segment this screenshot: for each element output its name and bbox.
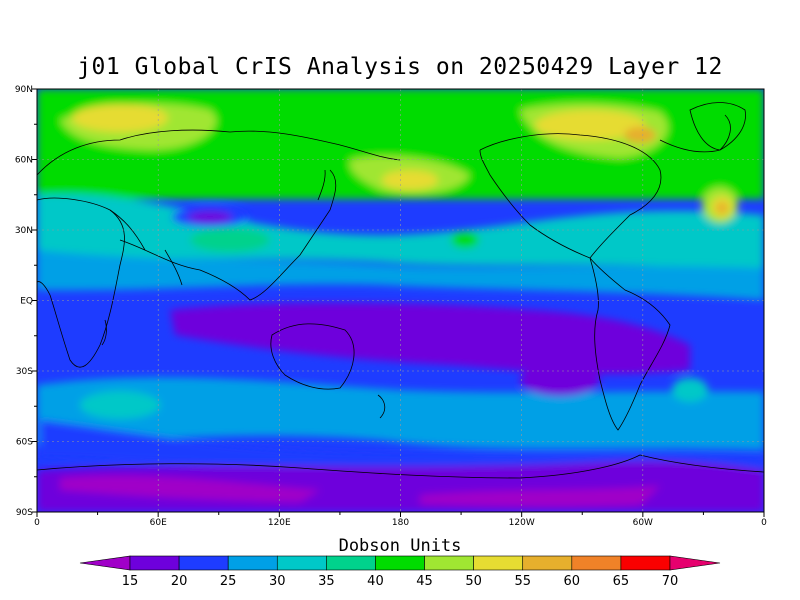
lon-label-0-east: 0 <box>761 518 767 528</box>
lon-label-120w: 120W <box>509 518 535 528</box>
latitude-labels: 90N 60N 30N EQ 30S 60S 90S <box>15 85 33 518</box>
colorbar-swatch <box>375 555 425 571</box>
colorbar-overflow <box>669 555 721 571</box>
colorbar-swatch <box>473 555 524 571</box>
colorbar-swatch <box>276 555 327 571</box>
colorbar-swatch <box>129 555 180 571</box>
colorbar-level-label: 65 <box>613 574 630 589</box>
lon-label-120e: 120E <box>268 518 291 528</box>
colorbar-swatch <box>522 555 573 571</box>
colorbar-swatch <box>571 555 622 571</box>
colorbar-level-label: 35 <box>318 574 335 589</box>
colorbar-swatch <box>178 555 229 571</box>
lat-label-60s: 60S <box>16 438 33 448</box>
lat-label-60n: 60N <box>15 156 33 166</box>
colorbar-level-label: 40 <box>367 574 384 589</box>
colorbar-title: Dobson Units <box>338 536 462 556</box>
lon-label-0-west: 0 <box>34 518 40 528</box>
lat-label-eq: EQ <box>20 297 33 307</box>
colorbar-level-label: 25 <box>220 574 237 589</box>
lat-label-30s: 30S <box>16 367 33 377</box>
colorbar: 15 20 25 30 35 40 45 50 55 60 65 70 <box>79 555 721 589</box>
axis-ticks <box>32 88 765 517</box>
lon-label-180: 180 <box>392 518 409 528</box>
colorbar-swatch <box>620 555 671 571</box>
colorbar-level-label: 50 <box>465 574 482 589</box>
colorbar-swatch <box>227 555 278 571</box>
coastlines <box>37 102 764 479</box>
lat-label-90s: 90S <box>16 508 33 518</box>
lat-label-30n: 30N <box>15 226 33 236</box>
colorbar-underflow <box>79 555 131 571</box>
lon-label-60e: 60E <box>150 518 167 528</box>
map-title: j01 Global CrIS Analysis on 20250429 Lay… <box>77 54 723 80</box>
colorbar-swatch <box>424 555 474 571</box>
colorbar-level-label: 70 <box>662 574 679 589</box>
colorbar-level-label: 15 <box>122 574 139 589</box>
colorbar-level-label: 30 <box>269 574 286 589</box>
longitude-labels: 0 60E 120E 180 120W 60W 0 <box>34 518 767 528</box>
lat-label-90n: 90N <box>15 85 33 95</box>
lon-label-60w: 60W <box>633 518 653 528</box>
colorbar-level-label: 20 <box>171 574 188 589</box>
graticule <box>37 89 764 512</box>
colorbar-level-label: 60 <box>564 574 581 589</box>
colorbar-level-label: 45 <box>416 574 433 589</box>
colorbar-level-label: 55 <box>514 574 531 589</box>
colorbar-swatch <box>326 555 376 571</box>
